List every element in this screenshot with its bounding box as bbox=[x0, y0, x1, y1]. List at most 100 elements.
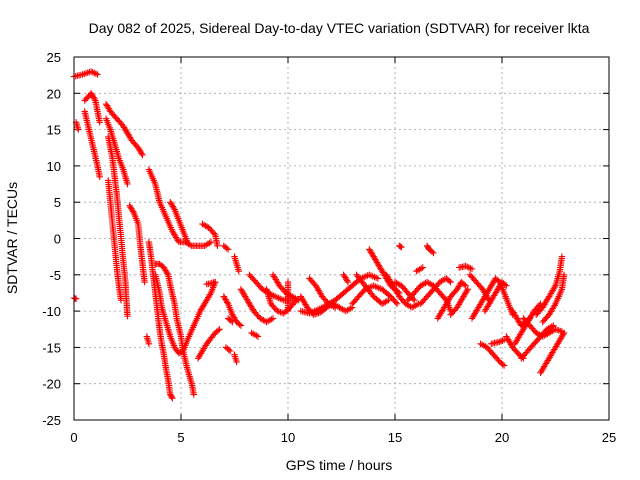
data-point bbox=[462, 282, 469, 289]
data-track-arc-52 bbox=[477, 340, 508, 369]
data-point bbox=[461, 281, 468, 288]
data-track-arc-35 bbox=[340, 271, 352, 286]
data-track-arc-37 bbox=[353, 271, 392, 307]
data-track-arc-12 bbox=[145, 166, 215, 249]
data-point bbox=[499, 361, 506, 368]
data-point bbox=[428, 248, 436, 255]
y-axis-label: SDTVAR / TECUs bbox=[4, 182, 20, 294]
grid-lines bbox=[74, 57, 609, 420]
data-point bbox=[254, 333, 262, 340]
data-track-arc-24 bbox=[220, 293, 245, 329]
data-point bbox=[214, 242, 221, 249]
data-point bbox=[175, 350, 183, 357]
data-point bbox=[500, 362, 508, 369]
data-track-arc-23 bbox=[231, 253, 242, 275]
data-track-arc-48 bbox=[456, 262, 476, 273]
data-point bbox=[216, 326, 223, 333]
data-point bbox=[96, 119, 103, 126]
x-tick-label: 25 bbox=[602, 430, 616, 445]
data-track-arc-16 bbox=[167, 199, 191, 246]
data-point bbox=[170, 204, 177, 212]
data-point bbox=[229, 318, 236, 326]
data-point bbox=[227, 317, 235, 324]
data-point bbox=[124, 313, 131, 320]
y-tick-label: 20 bbox=[47, 86, 61, 101]
data-track-arc-40 bbox=[396, 242, 405, 251]
data-track-arc-20 bbox=[220, 242, 232, 253]
data-point bbox=[94, 71, 101, 78]
data-point bbox=[227, 347, 234, 355]
data-track-arc-50 bbox=[468, 275, 516, 322]
y-tick-label: -5 bbox=[49, 268, 61, 283]
data-point bbox=[560, 331, 567, 338]
data-point bbox=[207, 238, 215, 246]
data-point bbox=[343, 277, 351, 284]
data-point bbox=[468, 265, 476, 273]
data-point bbox=[190, 391, 197, 398]
data-point bbox=[284, 307, 292, 315]
data-point bbox=[169, 395, 176, 402]
y-tick-label: 0 bbox=[54, 232, 61, 247]
data-point bbox=[223, 245, 230, 252]
data-track-arc-25 bbox=[224, 315, 236, 326]
data-point bbox=[464, 286, 471, 293]
data-point bbox=[236, 321, 243, 328]
data-point bbox=[514, 350, 521, 357]
plot-frame bbox=[73, 56, 610, 421]
data-point bbox=[168, 393, 175, 401]
y-tick-label: -15 bbox=[42, 340, 61, 355]
x-tick-label: 15 bbox=[388, 430, 402, 445]
data-track-arc-51 bbox=[481, 278, 510, 315]
data-point bbox=[129, 208, 137, 215]
data-track-arc-19 bbox=[203, 278, 219, 288]
data-point bbox=[233, 358, 240, 366]
data-points bbox=[70, 68, 568, 402]
data-point bbox=[210, 331, 218, 338]
data-point bbox=[138, 150, 145, 157]
data-track-arc-57 bbox=[518, 322, 557, 362]
data-point bbox=[503, 282, 510, 289]
data-point bbox=[392, 299, 400, 306]
data-track-arc-9 bbox=[105, 177, 125, 304]
data-point bbox=[560, 271, 568, 278]
data-track-arc-3 bbox=[81, 108, 103, 180]
data-point bbox=[210, 230, 218, 237]
y-tick-label: 5 bbox=[54, 195, 61, 210]
data-point bbox=[446, 277, 453, 285]
data-track-arc-56 bbox=[511, 300, 544, 347]
data-track-arc-44 bbox=[423, 242, 437, 257]
data-track-arc-8 bbox=[105, 133, 131, 320]
y-tick-label: 25 bbox=[47, 50, 61, 65]
y-tick-label: -10 bbox=[42, 304, 61, 319]
data-track-arc-10 bbox=[126, 202, 148, 286]
data-track-arc-46 bbox=[434, 278, 469, 322]
data-track-arc-45 bbox=[417, 275, 454, 307]
data-point bbox=[124, 180, 131, 188]
data-point bbox=[374, 275, 382, 282]
data-point bbox=[551, 284, 558, 291]
data-point bbox=[536, 302, 543, 309]
data-point bbox=[411, 297, 418, 304]
data-point bbox=[224, 299, 231, 306]
data-point bbox=[96, 173, 103, 180]
x-axis-label: GPS time / hours bbox=[286, 457, 393, 473]
data-track-arc-18 bbox=[194, 326, 223, 362]
data-point bbox=[331, 304, 339, 311]
data-track-arc-26 bbox=[237, 286, 277, 326]
data-track-arc-2 bbox=[81, 90, 103, 126]
data-track-arc-27 bbox=[248, 329, 262, 340]
data-point bbox=[463, 287, 471, 294]
data-point bbox=[560, 329, 568, 337]
data-track-arc-6 bbox=[102, 101, 146, 159]
data-point bbox=[385, 297, 392, 304]
data-point bbox=[184, 238, 191, 246]
data-point bbox=[393, 300, 401, 307]
data-track-arc-53 bbox=[488, 336, 508, 347]
data-track-arc-11 bbox=[143, 333, 153, 347]
data-track-arc-42 bbox=[413, 264, 426, 275]
data-track-arc-17 bbox=[199, 220, 221, 249]
data-track-arc-1 bbox=[70, 68, 101, 80]
data-point bbox=[398, 244, 405, 251]
